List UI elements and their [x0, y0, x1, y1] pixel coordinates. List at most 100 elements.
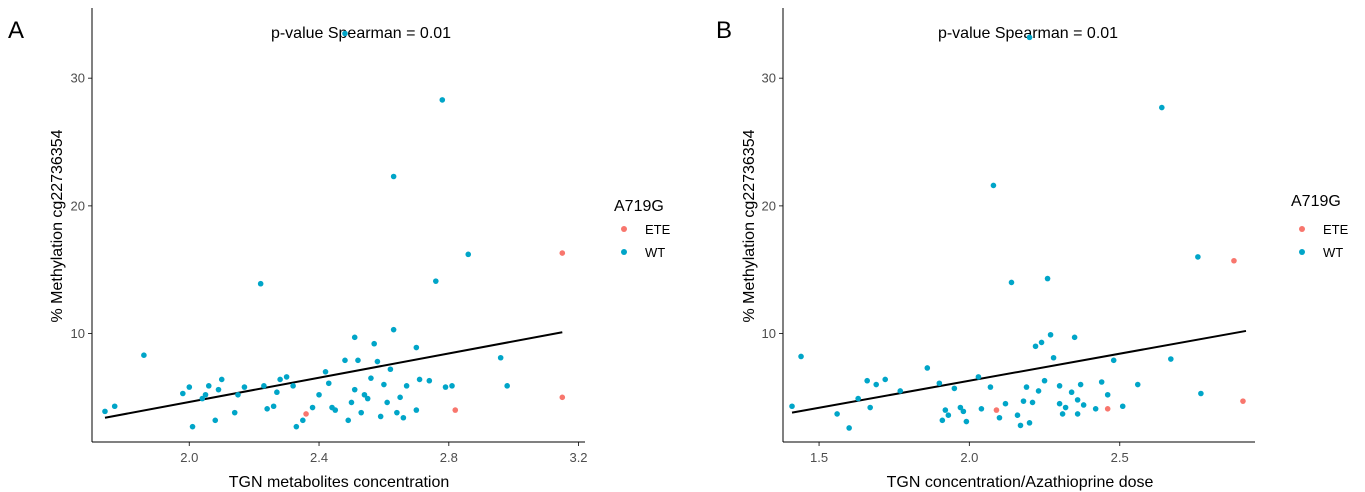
panel-a-legend-label-ete: ETE	[645, 222, 671, 237]
data-point-wt	[942, 407, 949, 413]
x-tick-label: 2.8	[440, 450, 458, 465]
data-point-wt	[1026, 34, 1033, 41]
data-point-wt	[873, 381, 879, 388]
panel-a-y-ticks: 10 20 30	[71, 71, 92, 341]
data-point-wt	[1026, 420, 1033, 426]
data-point-wt	[241, 384, 248, 390]
panel-a-x-axis-title: TGN metabolites concentration	[229, 474, 450, 491]
data-point-wt	[882, 376, 889, 383]
data-point-wt	[355, 357, 361, 364]
data-point-wt	[834, 411, 840, 417]
y-tick-label: 20	[762, 198, 776, 213]
panel-b-legend-key-ete	[1299, 226, 1305, 232]
data-point-wt	[264, 406, 270, 412]
data-point-wt	[300, 417, 306, 424]
panel-a-legend: A719G ETE WT	[614, 198, 671, 260]
data-point-wt	[978, 406, 985, 412]
data-point-wt	[1014, 412, 1021, 418]
data-point-ete	[303, 411, 309, 417]
data-point-wt	[975, 374, 982, 380]
data-point-wt	[202, 391, 209, 398]
data-point-wt	[990, 182, 997, 189]
data-point-wt	[442, 384, 449, 390]
data-point-ete	[1104, 406, 1111, 412]
data-point-wt	[936, 380, 943, 387]
data-point-ete	[559, 394, 566, 401]
data-point-wt	[1059, 411, 1066, 417]
data-point-wt	[342, 30, 348, 37]
data-point-wt	[342, 357, 348, 364]
data-point-wt	[945, 412, 952, 418]
data-point-wt	[277, 376, 283, 383]
data-point-wt	[387, 366, 394, 373]
x-tick-label: 1.5	[810, 450, 828, 465]
data-point-wt	[332, 407, 339, 413]
data-point-wt	[416, 376, 423, 383]
data-point-wt	[1168, 356, 1174, 362]
data-point-wt	[426, 377, 433, 384]
data-point-wt	[403, 383, 410, 389]
data-point-wt	[1104, 391, 1111, 398]
data-point-wt	[351, 386, 358, 393]
data-point-wt	[215, 386, 222, 393]
data-point-ete	[993, 407, 1000, 413]
data-point-wt	[465, 251, 472, 258]
data-point-wt	[1002, 400, 1009, 407]
data-point-wt	[293, 423, 300, 430]
panel-a-letter: A	[8, 17, 24, 44]
panel-b-x-ticks: 1.5 2.0 2.5	[810, 442, 1129, 465]
data-point-wt	[141, 352, 147, 359]
data-point-wt	[1080, 402, 1087, 408]
data-point-wt	[400, 414, 407, 421]
panel-b-legend-label-wt: WT	[1323, 245, 1343, 260]
data-point-wt	[205, 383, 212, 389]
data-point-wt	[348, 399, 355, 406]
data-point-wt	[381, 381, 387, 388]
panel-b-legend: A719G ETE WT	[1291, 193, 1349, 260]
data-point-wt	[449, 383, 455, 389]
data-point-ete	[452, 407, 459, 413]
data-point-wt	[270, 403, 277, 410]
x-tick-label: 2.5	[1111, 450, 1129, 465]
data-point-wt	[996, 414, 1003, 421]
data-point-wt	[439, 97, 446, 103]
data-point-wt	[1023, 384, 1030, 390]
y-tick-label: 30	[71, 71, 85, 86]
x-tick-label: 2.4	[310, 450, 328, 465]
panel-a-annotation: p-value Spearman = 0.01	[271, 25, 451, 42]
data-point-wt	[1008, 279, 1015, 286]
data-point-wt	[798, 353, 804, 360]
data-point-wt	[368, 375, 374, 381]
data-point-wt	[257, 280, 264, 287]
y-tick-label: 10	[762, 326, 776, 341]
x-tick-label: 2.0	[180, 450, 198, 465]
panel-a-y-axis-title: % Methylation cg22736354	[49, 129, 66, 322]
data-point-wt	[1074, 411, 1081, 417]
data-point-wt	[504, 383, 510, 389]
data-point-wt	[358, 409, 365, 416]
data-point-wt	[384, 399, 390, 406]
data-point-wt	[1044, 275, 1051, 282]
data-point-wt	[361, 391, 368, 398]
data-point-wt	[235, 391, 241, 398]
panel-b-legend-label-ete: ETE	[1323, 222, 1349, 237]
panel-a-legend-label-wt: WT	[645, 245, 665, 260]
data-point-wt	[957, 404, 964, 411]
x-tick-label: 3.2	[569, 450, 587, 465]
data-point-wt	[864, 377, 870, 384]
data-point-wt	[1017, 422, 1024, 429]
data-point-wt	[199, 395, 206, 402]
data-point-wt	[364, 395, 371, 402]
data-point-wt	[867, 404, 873, 411]
panel-a-legend-key-wt	[621, 249, 627, 255]
data-point-wt	[1050, 354, 1057, 361]
data-point-wt	[1032, 343, 1039, 350]
data-point-wt	[963, 418, 970, 425]
data-point-wt	[433, 278, 439, 284]
data-point-wt	[371, 340, 377, 347]
data-point-wt	[1056, 383, 1063, 389]
y-tick-label: 20	[71, 198, 85, 213]
panel-a-legend-title: A719G	[614, 198, 664, 215]
data-point-ete	[559, 250, 566, 256]
